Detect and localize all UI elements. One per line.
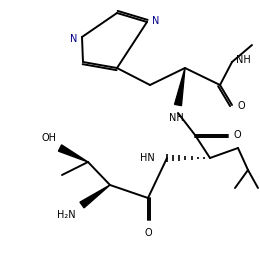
Text: N: N [152,16,159,26]
Text: NH: NH [169,113,183,123]
Text: N: N [70,34,77,44]
Text: O: O [234,130,242,140]
Text: H₂N: H₂N [57,210,76,220]
Text: OH: OH [41,133,56,143]
Polygon shape [174,68,185,106]
Text: O: O [144,228,152,238]
Text: NH: NH [236,55,251,65]
Polygon shape [80,185,110,208]
Text: O: O [238,101,246,111]
Text: HN: HN [140,153,155,163]
Polygon shape [58,145,88,162]
